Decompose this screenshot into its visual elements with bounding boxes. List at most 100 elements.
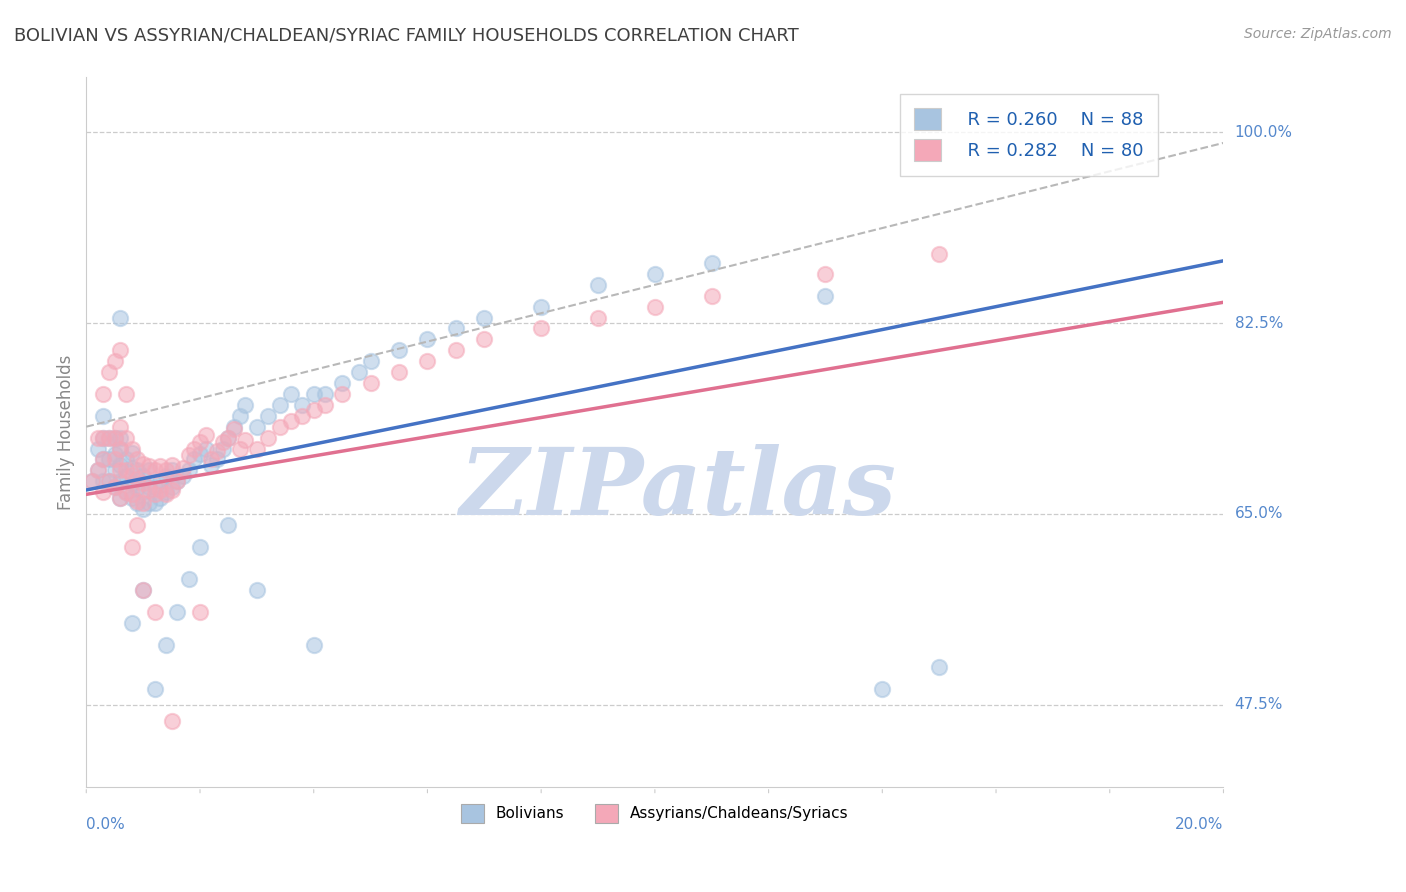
Point [93,475,115,489]
Point [160,483,183,497]
Point [177,448,200,462]
Point [110,431,132,445]
Point [814,289,837,303]
Point [530,321,553,335]
Point [205,452,228,467]
Point [194,428,217,442]
Point [127,496,149,510]
Point [110,310,132,325]
Point [132,468,155,483]
Point [246,583,269,598]
Point [347,365,370,379]
Point [314,387,336,401]
Point [127,452,149,467]
Text: BOLIVIAN VS ASSYRIAN/CHALDEAN/SYRIAC FAMILY HOUSEHOLDS CORRELATION CHART: BOLIVIAN VS ASSYRIAN/CHALDEAN/SYRIAC FAM… [14,27,799,45]
Point [93,387,115,401]
Text: 100.0%: 100.0% [1234,125,1292,139]
Point [200,452,222,467]
Point [416,332,439,346]
Point [302,387,325,401]
Point [93,485,115,500]
Point [217,431,239,445]
Point [93,409,115,423]
Point [155,487,177,501]
Point [132,485,155,500]
Point [121,616,143,631]
Point [530,300,553,314]
Point [217,517,239,532]
Point [302,638,325,652]
Point [235,398,257,412]
Point [138,480,160,494]
Point [149,475,172,489]
Point [110,475,132,489]
Point [80,475,103,489]
Point [183,442,205,456]
Point [188,605,211,619]
Point [172,461,194,475]
Point [104,354,127,368]
Point [928,247,950,261]
Text: 47.5%: 47.5% [1234,698,1282,713]
Point [104,452,127,467]
Point [115,485,138,500]
Point [132,457,155,471]
Point [224,419,246,434]
Point [115,485,138,500]
Point [104,480,127,494]
Point [138,496,160,510]
Point [98,452,121,467]
Point [194,442,217,456]
Point [104,480,127,494]
Point [121,467,143,482]
Point [217,431,239,445]
Point [110,491,132,505]
Point [246,419,269,434]
Point [269,398,291,412]
Point [127,481,149,495]
Point [160,458,183,472]
Point [132,496,155,510]
Point [98,475,121,489]
Point [143,480,166,494]
Point [138,483,160,497]
Point [110,463,132,477]
Point [155,463,177,477]
Point [121,442,143,456]
Point [115,463,138,477]
Point [172,468,194,483]
Point [93,431,115,445]
Point [183,452,205,467]
Point [472,332,495,346]
Point [104,431,127,445]
Point [86,463,108,477]
Point [149,458,172,473]
Text: 20.0%: 20.0% [1175,817,1223,832]
Point [291,409,314,423]
Point [314,398,336,412]
Point [127,517,149,532]
Point [211,434,233,449]
Text: 0.0%: 0.0% [86,817,125,832]
Point [121,446,143,460]
Point [360,376,382,390]
Point [98,365,121,379]
Point [121,491,143,505]
Point [98,475,121,489]
Point [104,431,127,445]
Point [330,387,353,401]
Point [127,494,149,508]
Point [360,354,382,368]
Point [149,491,172,505]
Point [188,434,211,449]
Point [132,583,155,598]
Point [121,487,143,501]
Point [160,463,183,477]
Point [110,343,132,358]
Point [143,605,166,619]
Point [132,476,155,491]
Point [86,431,108,445]
Point [700,256,723,270]
Point [257,431,280,445]
Point [229,409,252,423]
